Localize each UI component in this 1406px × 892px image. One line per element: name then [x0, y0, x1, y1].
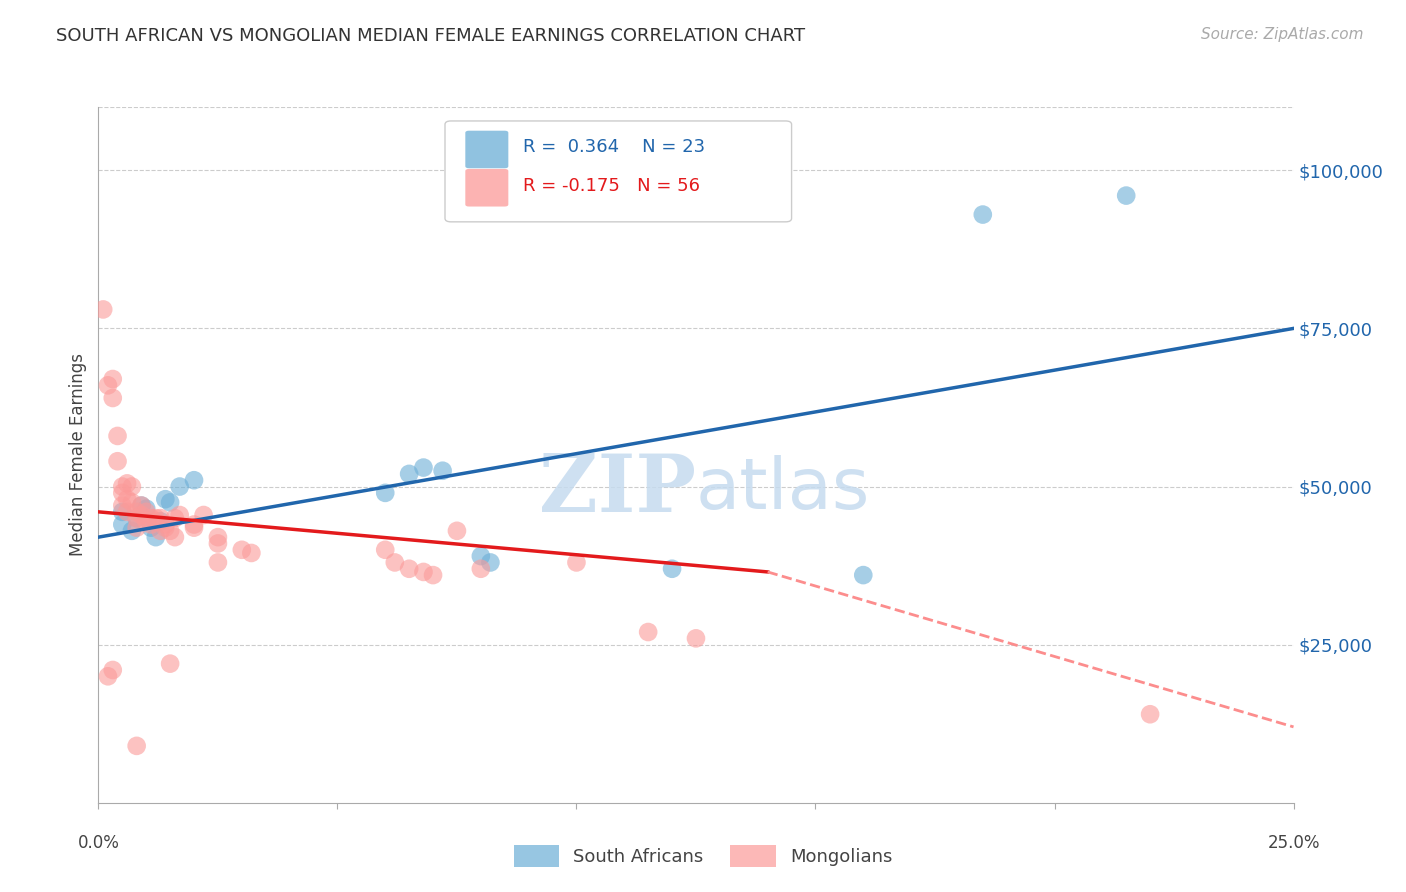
Point: [139, 521, 162, 535]
Point: [125, 739, 148, 753]
Point: [470, 562, 492, 576]
Point: [374, 486, 396, 500]
Point: [374, 542, 396, 557]
Text: 25.0%: 25.0%: [1267, 834, 1320, 852]
Point: [111, 505, 134, 519]
Point: [149, 511, 172, 525]
Point: [155, 517, 177, 532]
Point: [135, 505, 157, 519]
Point: [125, 511, 148, 525]
Point: [125, 511, 148, 525]
Point: [412, 460, 434, 475]
FancyBboxPatch shape: [465, 131, 509, 169]
Point: [422, 568, 444, 582]
Point: [131, 508, 153, 522]
Point: [193, 508, 215, 522]
Point: [432, 464, 454, 478]
Point: [852, 568, 875, 582]
Point: [91, 302, 114, 317]
Point: [135, 501, 157, 516]
Point: [231, 542, 253, 557]
Point: [145, 511, 167, 525]
Point: [111, 517, 134, 532]
Point: [121, 479, 143, 493]
Point: [97, 669, 120, 683]
Point: [155, 492, 177, 507]
Point: [159, 524, 181, 538]
Point: [398, 562, 420, 576]
Point: [131, 499, 153, 513]
Point: [121, 495, 143, 509]
Point: [240, 546, 263, 560]
Text: R =  0.364    N = 23: R = 0.364 N = 23: [523, 138, 704, 156]
Text: Source: ZipAtlas.com: Source: ZipAtlas.com: [1201, 27, 1364, 42]
Point: [1139, 707, 1161, 722]
Point: [972, 208, 994, 222]
Point: [159, 657, 181, 671]
Point: [661, 562, 683, 576]
Point: [111, 486, 134, 500]
FancyBboxPatch shape: [444, 121, 792, 222]
Point: [398, 467, 420, 481]
Point: [479, 556, 502, 570]
Point: [101, 663, 124, 677]
Point: [207, 536, 229, 550]
Point: [446, 524, 468, 538]
Point: [159, 495, 181, 509]
Text: SOUTH AFRICAN VS MONGOLIAN MEDIAN FEMALE EARNINGS CORRELATION CHART: SOUTH AFRICAN VS MONGOLIAN MEDIAN FEMALE…: [56, 27, 806, 45]
Point: [139, 517, 162, 532]
Point: [183, 473, 205, 487]
Point: [155, 521, 177, 535]
Point: [470, 549, 492, 563]
Point: [101, 391, 124, 405]
Point: [115, 505, 138, 519]
Point: [145, 530, 167, 544]
Point: [145, 514, 167, 528]
Point: [412, 565, 434, 579]
Point: [139, 511, 162, 525]
Point: [107, 454, 129, 468]
Point: [384, 556, 406, 570]
Point: [125, 521, 148, 535]
Point: [565, 556, 588, 570]
Point: [115, 476, 138, 491]
Point: [637, 625, 659, 640]
Point: [121, 524, 143, 538]
Point: [115, 492, 138, 507]
Point: [169, 479, 191, 493]
Point: [169, 508, 191, 522]
Point: [149, 524, 172, 538]
Y-axis label: Median Female Earnings: Median Female Earnings: [69, 353, 87, 557]
Point: [183, 521, 205, 535]
Point: [111, 479, 134, 493]
Point: [97, 378, 120, 392]
Text: R = -0.175   N = 56: R = -0.175 N = 56: [523, 177, 700, 194]
Point: [125, 505, 148, 519]
Point: [207, 556, 229, 570]
Text: 0.0%: 0.0%: [77, 834, 120, 852]
Point: [131, 499, 153, 513]
Point: [149, 514, 172, 528]
Point: [107, 429, 129, 443]
Point: [685, 632, 707, 646]
Point: [183, 517, 205, 532]
Point: [163, 530, 186, 544]
Legend: South Africans, Mongolians: South Africans, Mongolians: [506, 838, 900, 874]
Text: ZIP: ZIP: [538, 450, 696, 529]
Point: [111, 499, 134, 513]
Point: [1115, 188, 1137, 202]
Point: [207, 530, 229, 544]
Point: [163, 511, 186, 525]
Point: [135, 514, 157, 528]
Point: [101, 372, 124, 386]
FancyBboxPatch shape: [465, 169, 509, 207]
Text: atlas: atlas: [696, 455, 870, 524]
